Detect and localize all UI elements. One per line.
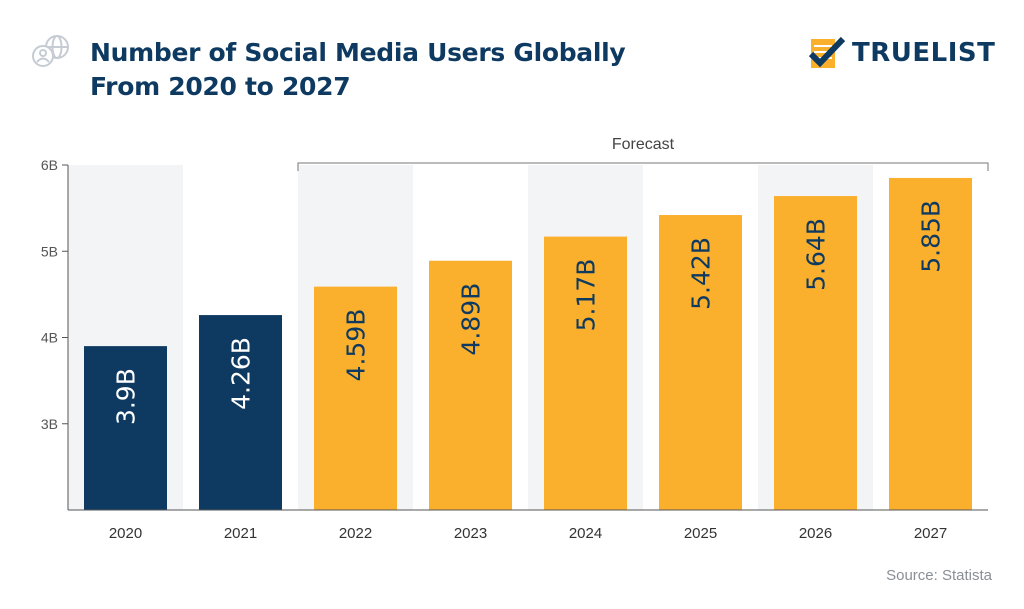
- x-tick-label: 2022: [339, 525, 372, 542]
- data-label: 5.85B: [917, 200, 946, 273]
- bar-2022: [314, 286, 397, 510]
- x-tick-label: 2027: [914, 525, 947, 542]
- x-tick-label: 2024: [569, 525, 602, 542]
- data-label: 4.26B: [227, 337, 256, 410]
- y-tick-label: 6B: [41, 157, 58, 173]
- bar-2025: [659, 215, 742, 510]
- x-tick-label: 2026: [799, 525, 832, 542]
- bar-2027: [889, 177, 972, 510]
- data-label: 5.42B: [687, 237, 716, 310]
- data-label: 5.17B: [572, 259, 601, 332]
- bar-2023: [429, 260, 512, 510]
- forecast-label: Forecast: [612, 136, 675, 153]
- forecast-bracket: [297, 162, 989, 171]
- bar-2024: [544, 236, 627, 510]
- checklist-logo-icon: [808, 36, 846, 68]
- data-label: 4.59B: [342, 309, 371, 382]
- x-tick-label: 2025: [684, 525, 717, 542]
- truelist-logo: TRUELIST: [808, 36, 995, 70]
- y-tick-label: 3B: [41, 416, 58, 432]
- bar-2021: [199, 315, 282, 510]
- bar-2026: [774, 196, 857, 511]
- globe-user-icon: [32, 35, 69, 67]
- data-label: 4.89B: [457, 283, 486, 356]
- y-tick-label: 5B: [41, 243, 58, 259]
- chart-title: Number of Social Media Users Globally Fr…: [90, 36, 626, 104]
- logo-text: TRUELIST: [852, 38, 996, 68]
- title-line-1: Number of Social Media Users Globally: [90, 38, 626, 67]
- data-label: 5.64B: [802, 218, 831, 291]
- y-tick-label: 4B: [41, 330, 58, 346]
- x-tick-label: 2020: [109, 525, 142, 542]
- title-line-2: From 2020 to 2027: [90, 72, 351, 101]
- x-tick-label: 2023: [454, 525, 487, 542]
- source-note: Source: Statista: [886, 567, 992, 584]
- bar-2020: [84, 346, 167, 510]
- x-tick-label: 2021: [224, 525, 257, 542]
- data-label: 3.9B: [112, 368, 141, 425]
